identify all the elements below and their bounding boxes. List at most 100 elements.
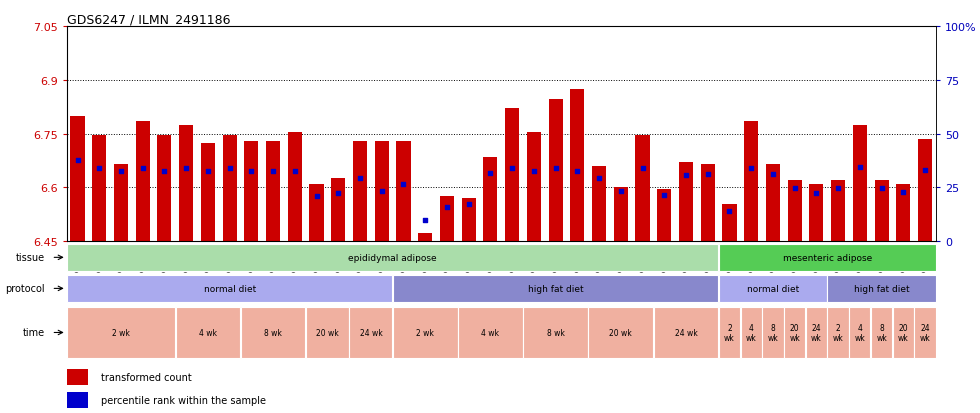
Point (221, 165, 237, 171)
Point (157, 169, 172, 175)
Bar (831, 181, 845, 242)
Bar (393, 307, 458, 358)
Point (591, 176, 607, 182)
Bar (762, 307, 784, 358)
Point (439, 204, 455, 211)
Text: mesenteric adipose: mesenteric adipose (783, 253, 872, 262)
Bar (483, 157, 498, 242)
Bar (67, 392, 88, 408)
Bar (592, 166, 606, 242)
Bar (654, 307, 718, 358)
Text: 24
wk: 24 wk (919, 323, 930, 342)
Bar (741, 307, 761, 358)
Bar (853, 125, 867, 242)
Bar (827, 307, 849, 358)
Point (612, 188, 628, 195)
Point (461, 201, 476, 207)
Point (330, 190, 346, 197)
Text: 24
wk: 24 wk (811, 323, 822, 342)
Bar (288, 133, 302, 242)
Bar (67, 275, 392, 302)
Text: 4
wk: 4 wk (855, 323, 865, 342)
Text: 4
wk: 4 wk (746, 323, 757, 342)
Point (765, 171, 781, 178)
Bar (718, 244, 936, 271)
Point (548, 165, 564, 171)
Point (135, 165, 151, 171)
Bar (893, 307, 914, 358)
Point (417, 217, 433, 223)
Text: 20
wk: 20 wk (898, 323, 908, 342)
Bar (67, 307, 175, 358)
Text: 2 wk: 2 wk (416, 328, 434, 337)
Text: protocol: protocol (5, 284, 45, 294)
Bar (241, 307, 306, 358)
Text: 8 wk: 8 wk (547, 328, 564, 337)
Point (396, 181, 412, 188)
Point (178, 165, 194, 171)
Bar (462, 199, 475, 242)
Bar (874, 181, 889, 242)
Bar (718, 275, 827, 302)
Bar (701, 165, 714, 242)
Point (505, 165, 520, 171)
Bar (914, 307, 936, 358)
Text: 4 wk: 4 wk (481, 328, 500, 337)
Bar (806, 307, 827, 358)
Point (91, 165, 107, 171)
Point (830, 185, 846, 192)
Text: 8
wk: 8 wk (876, 323, 887, 342)
Bar (393, 275, 718, 302)
Bar (658, 190, 671, 242)
Text: high fat diet: high fat diet (528, 284, 583, 293)
Text: 2
wk: 2 wk (724, 323, 735, 342)
Point (852, 164, 867, 171)
Text: transformed count: transformed count (101, 373, 192, 382)
Bar (635, 136, 650, 242)
Bar (158, 136, 172, 242)
Bar (765, 165, 780, 242)
Bar (92, 136, 106, 242)
Bar (788, 181, 802, 242)
Bar (135, 122, 150, 242)
Bar (527, 133, 541, 242)
Point (482, 170, 498, 177)
Bar (114, 165, 128, 242)
Bar (918, 140, 932, 242)
Bar (744, 122, 759, 242)
Bar (266, 141, 280, 242)
Bar (244, 141, 259, 242)
Text: 8
wk: 8 wk (767, 323, 778, 342)
Bar (613, 188, 628, 242)
Bar (850, 307, 870, 358)
Text: normal diet: normal diet (747, 284, 799, 293)
Text: 8 wk: 8 wk (265, 328, 282, 337)
Text: epididymal adipose: epididymal adipose (348, 253, 437, 262)
Bar (784, 307, 806, 358)
Point (678, 172, 694, 179)
Text: 2
wk: 2 wk (833, 323, 844, 342)
Bar (523, 307, 588, 358)
Bar (67, 369, 88, 385)
Point (874, 185, 890, 192)
Text: 20 wk: 20 wk (316, 328, 339, 337)
Bar (306, 307, 349, 358)
Point (917, 167, 933, 174)
Bar (718, 307, 740, 358)
Point (657, 192, 672, 198)
Point (635, 165, 651, 171)
Point (352, 176, 368, 182)
Bar (67, 244, 718, 271)
Point (569, 169, 585, 175)
Text: 4 wk: 4 wk (199, 328, 217, 337)
Point (721, 208, 737, 214)
Bar (809, 184, 823, 242)
Bar (349, 307, 392, 358)
Text: high fat diet: high fat diet (854, 284, 909, 293)
Bar (201, 143, 215, 242)
Bar (897, 184, 910, 242)
Bar (827, 275, 936, 302)
Bar (722, 204, 737, 242)
Bar (175, 307, 240, 358)
Bar (570, 90, 584, 242)
